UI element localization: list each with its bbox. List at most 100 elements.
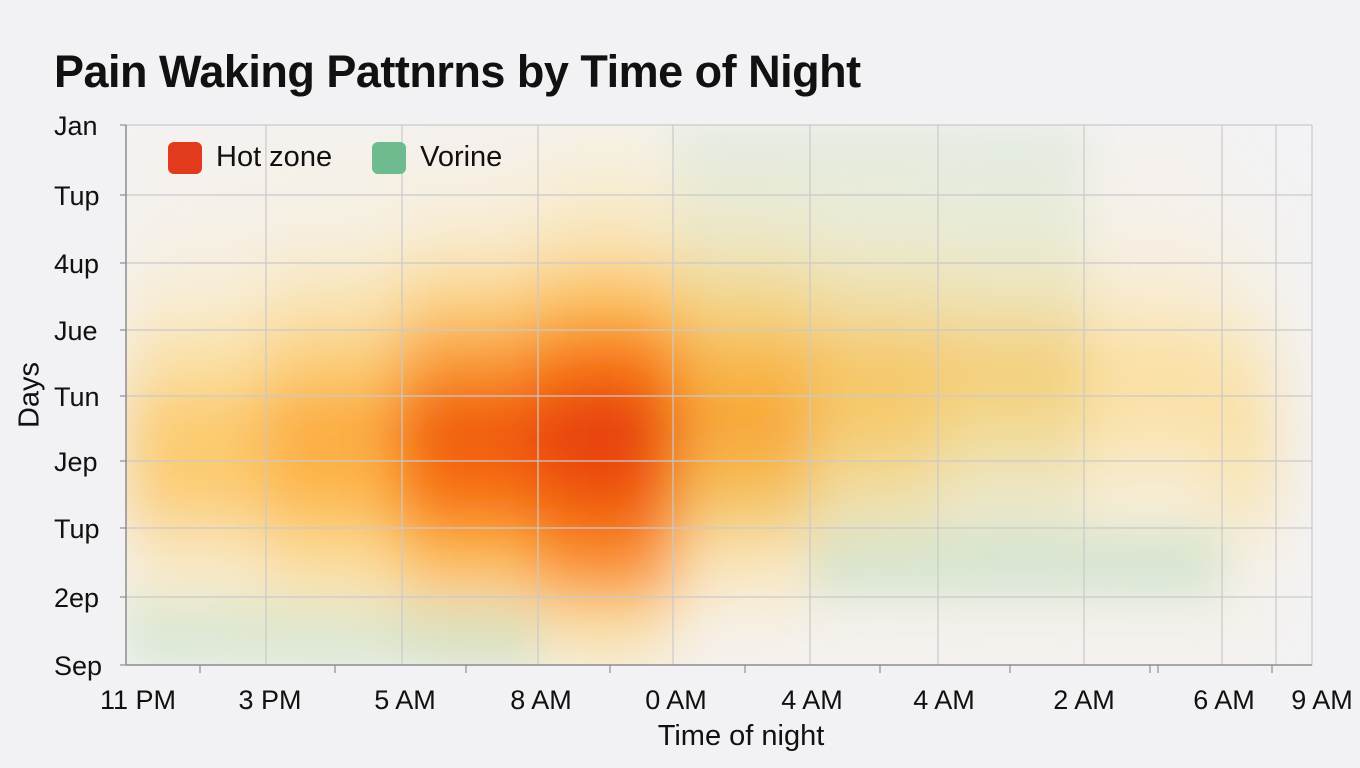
- heat-cell-r2-c4: [673, 263, 811, 331]
- heat-cell-r7-c7: [1084, 597, 1223, 665]
- heat-cell-r1-c1: [266, 195, 403, 264]
- y-tick-jep-5: Jep: [54, 447, 98, 477]
- heat-cell-r3-c4: [673, 330, 811, 397]
- legend-label-vorine: Vorine: [420, 141, 503, 173]
- heat-layer: [126, 125, 1277, 665]
- y-axis-label: Days: [13, 361, 46, 429]
- heat-cell-r2-c2: [402, 263, 539, 331]
- x-tick-4-am-6: 4 AM: [913, 685, 975, 715]
- heat-cell-r4-c2: [402, 396, 539, 462]
- heat-cell-r2-c6: [938, 263, 1085, 331]
- heat-cell-r5-c5: [810, 461, 939, 529]
- legend-label-hot-zone: Hot zone: [216, 141, 333, 173]
- x-tick-2-am-7: 2 AM: [1053, 685, 1115, 715]
- heat-cell-r6-c8: [1222, 528, 1277, 598]
- legend-item-hot-zone: Hot zone: [168, 141, 332, 174]
- x-tick-8-am-3: 8 AM: [510, 685, 572, 715]
- x-tick-9-am-9: 9 AM: [1291, 685, 1353, 715]
- heat-cell-r3-c2: [402, 330, 539, 397]
- heat-cell-r4-c8: [1222, 396, 1277, 462]
- legend: Hot zone Vorine: [168, 141, 502, 174]
- legend-swatch-hot-zone: [168, 141, 202, 174]
- y-axis-ticks: Jan Tup 4up Jue Tun Jep Tup 2ep Sep: [54, 111, 126, 681]
- heat-cell-r2-c7: [1084, 263, 1223, 331]
- heat-cell-r6-c4: [673, 528, 811, 598]
- x-axis-label: Time of night: [657, 720, 825, 752]
- heat-cell-r7-c5: [810, 597, 939, 665]
- heat-cell-r1-c7: [1084, 195, 1223, 264]
- heat-cell-r3-c7: [1084, 330, 1223, 397]
- y-tick-2ep-7: 2ep: [54, 583, 99, 613]
- heat-cell-r3-c5: [810, 330, 939, 397]
- heat-cell-r4-c1: [266, 396, 403, 462]
- heat-cell-r1-c5: [810, 195, 939, 264]
- heat-cell-r2-c0: [126, 263, 267, 331]
- heat-cell-r6-c6: [938, 528, 1085, 598]
- heat-cell-r0-c3: [538, 125, 674, 196]
- heat-cell-r2-c1: [266, 263, 403, 331]
- heat-cell-r4-c0: [126, 396, 267, 462]
- heat-cell-r1-c6: [938, 195, 1085, 264]
- heat-cell-r4-c4: [673, 396, 811, 462]
- heat-cell-r0-c6: [938, 125, 1085, 196]
- x-tick-4-am-5: 4 AM: [781, 685, 843, 715]
- heat-cell-r0-c2: [402, 125, 539, 196]
- heat-cell-r1-c0: [126, 195, 267, 264]
- grid-lines: [125, 124, 1313, 666]
- heat-cell-r6-c1: [266, 528, 403, 598]
- heat-cell-r4-c5: [810, 396, 939, 462]
- heat-cell-r6-c0: [126, 528, 267, 598]
- y-tick-tun-4: Tun: [54, 382, 100, 412]
- x-tick-6-am-8: 6 AM: [1193, 685, 1255, 715]
- x-tick-0-am-4: 0 AM: [645, 685, 707, 715]
- x-tick-5-am-2: 5 AM: [374, 685, 436, 715]
- heat-cell-r7-c8: [1222, 597, 1277, 665]
- y-tick-jue-3: Jue: [54, 316, 98, 346]
- heat-cell-r3-c3: [538, 330, 674, 397]
- heat-cell-r4-c6: [938, 396, 1085, 462]
- y-tick-jan-0: Jan: [54, 111, 98, 141]
- heat-cell-r0-c4: [673, 125, 811, 196]
- heat-cell-r3-c1: [266, 330, 403, 397]
- heat-cell-r5-c6: [938, 461, 1085, 529]
- x-tick-11-pm-0: 11 PM: [100, 685, 176, 715]
- heat-cell-r7-c0: [126, 597, 267, 665]
- heat-cell-r5-c4: [673, 461, 811, 529]
- heat-cell-r7-c1: [266, 597, 403, 665]
- heat-cell-r6-c7: [1084, 528, 1223, 598]
- heat-cell-r5-c7: [1084, 461, 1223, 529]
- heat-cell-r1-c3: [538, 195, 674, 264]
- heat-cell-r2-c3: [538, 263, 674, 331]
- x-axis-ticks: 11 PM 3 PM 5 AM 8 AM 0 AM 4 AM 4 AM 2 AM 6 AM 9 A…: [100, 665, 1353, 715]
- heat-cell-r5-c3: [538, 461, 674, 529]
- heat-cell-r6-c2: [402, 528, 539, 598]
- y-tick-4up-2: 4up: [54, 249, 99, 279]
- heat-cell-r7-c3: [538, 597, 674, 665]
- y-tick-sep-8: Sep: [54, 651, 102, 681]
- heat-cell-r4-c3: [538, 396, 674, 462]
- heat-cell-r3-c8: [1222, 330, 1277, 397]
- heat-cell-r3-c0: [126, 330, 267, 397]
- heat-cell-r0-c5: [810, 125, 939, 196]
- heat-cell-r2-c5: [810, 263, 939, 331]
- x-tick-3-pm-1: 3 PM: [238, 685, 301, 715]
- heat-cell-r7-c6: [938, 597, 1085, 665]
- heat-cell-r5-c1: [266, 461, 403, 529]
- heat-cell-r0-c7: [1084, 125, 1223, 196]
- heat-cell-r1-c8: [1222, 195, 1277, 264]
- heat-cell-r7-c4: [673, 597, 811, 665]
- legend-swatch-vorine: [372, 141, 407, 174]
- heat-cell-r1-c2: [402, 195, 539, 264]
- legend-item-vorine: Vorine: [372, 141, 502, 174]
- y-tick-tup-1: Tup: [54, 181, 100, 211]
- heat-cell-r7-c2: [402, 597, 539, 665]
- heat-cell-r5-c0: [126, 461, 267, 529]
- heat-cell-r6-c5: [810, 528, 939, 598]
- heat-cell-r5-c8: [1222, 461, 1277, 529]
- heat-cell-r3-c6: [938, 330, 1085, 397]
- heat-cell-r5-c2: [402, 461, 539, 529]
- heat-cell-r2-c8: [1222, 263, 1277, 331]
- heat-cell-r6-c3: [538, 528, 674, 598]
- chart-title: Pain Waking Pattnrns by Time of Night: [54, 46, 861, 97]
